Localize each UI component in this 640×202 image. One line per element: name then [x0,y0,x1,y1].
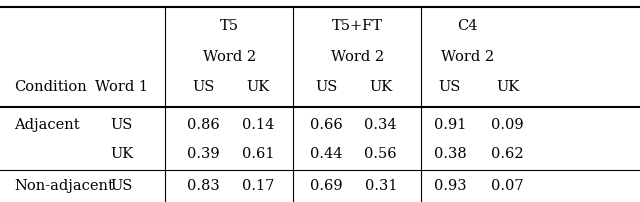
Text: Non-adjacent: Non-adjacent [14,178,114,192]
Text: US: US [439,80,461,94]
Text: 0.17: 0.17 [242,178,274,192]
Text: 0.14: 0.14 [242,117,274,131]
Text: T5: T5 [220,19,239,33]
Text: 0.34: 0.34 [365,117,397,131]
Text: Word 2: Word 2 [440,50,494,63]
Text: 0.56: 0.56 [365,147,397,160]
Text: Adjacent: Adjacent [14,117,80,131]
Text: UK: UK [369,80,392,94]
Text: 0.86: 0.86 [187,117,220,131]
Text: C4: C4 [457,19,477,33]
Text: Condition: Condition [14,80,87,94]
Text: 0.66: 0.66 [310,117,343,131]
Text: US: US [111,117,132,131]
Text: US: US [316,80,337,94]
Text: 0.38: 0.38 [433,147,467,160]
Text: UK: UK [246,80,269,94]
Text: T5+FT: T5+FT [332,19,383,33]
Text: 0.44: 0.44 [310,147,342,160]
Text: 0.83: 0.83 [187,178,220,192]
Text: US: US [111,178,132,192]
Text: 0.09: 0.09 [492,117,524,131]
Text: 0.62: 0.62 [492,147,524,160]
Text: Word 1: Word 1 [95,80,148,94]
Text: 0.07: 0.07 [492,178,524,192]
Text: 0.61: 0.61 [242,147,274,160]
Text: UK: UK [110,147,133,160]
Text: 0.69: 0.69 [310,178,342,192]
Text: Word 2: Word 2 [202,50,256,63]
Text: 0.31: 0.31 [365,178,397,192]
Text: UK: UK [496,80,519,94]
Text: 0.91: 0.91 [434,117,466,131]
Text: 0.93: 0.93 [434,178,466,192]
Text: Word 2: Word 2 [330,50,384,63]
Text: US: US [193,80,214,94]
Text: 0.39: 0.39 [188,147,220,160]
